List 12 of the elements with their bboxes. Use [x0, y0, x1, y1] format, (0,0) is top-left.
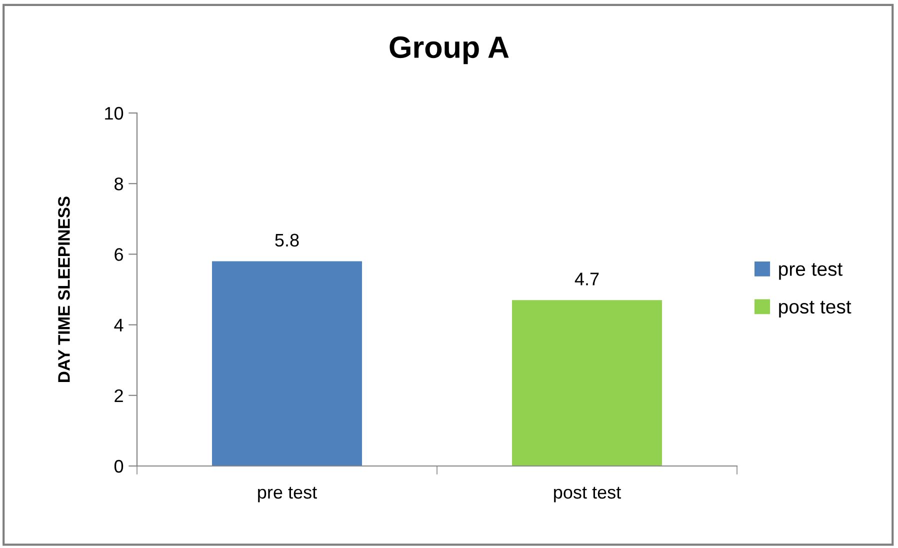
- data-label: 5.8: [275, 234, 299, 247]
- y-tick-label: 0: [114, 460, 124, 473]
- legend-label: pre test: [779, 263, 843, 280]
- y-tick-label: 4: [114, 318, 124, 332]
- chart-title: Group A: [390, 36, 509, 64]
- legend-label: post test: [779, 300, 852, 318]
- y-tick-label: 6: [114, 248, 124, 261]
- y-axis-title: DAY TIME SLEEPINESS: [58, 196, 70, 382]
- y-tick-label: 2: [114, 389, 123, 402]
- data-label: 4.7: [574, 272, 599, 286]
- y-tick-label: 10: [105, 106, 124, 120]
- y-tick-label: 8: [114, 178, 124, 190]
